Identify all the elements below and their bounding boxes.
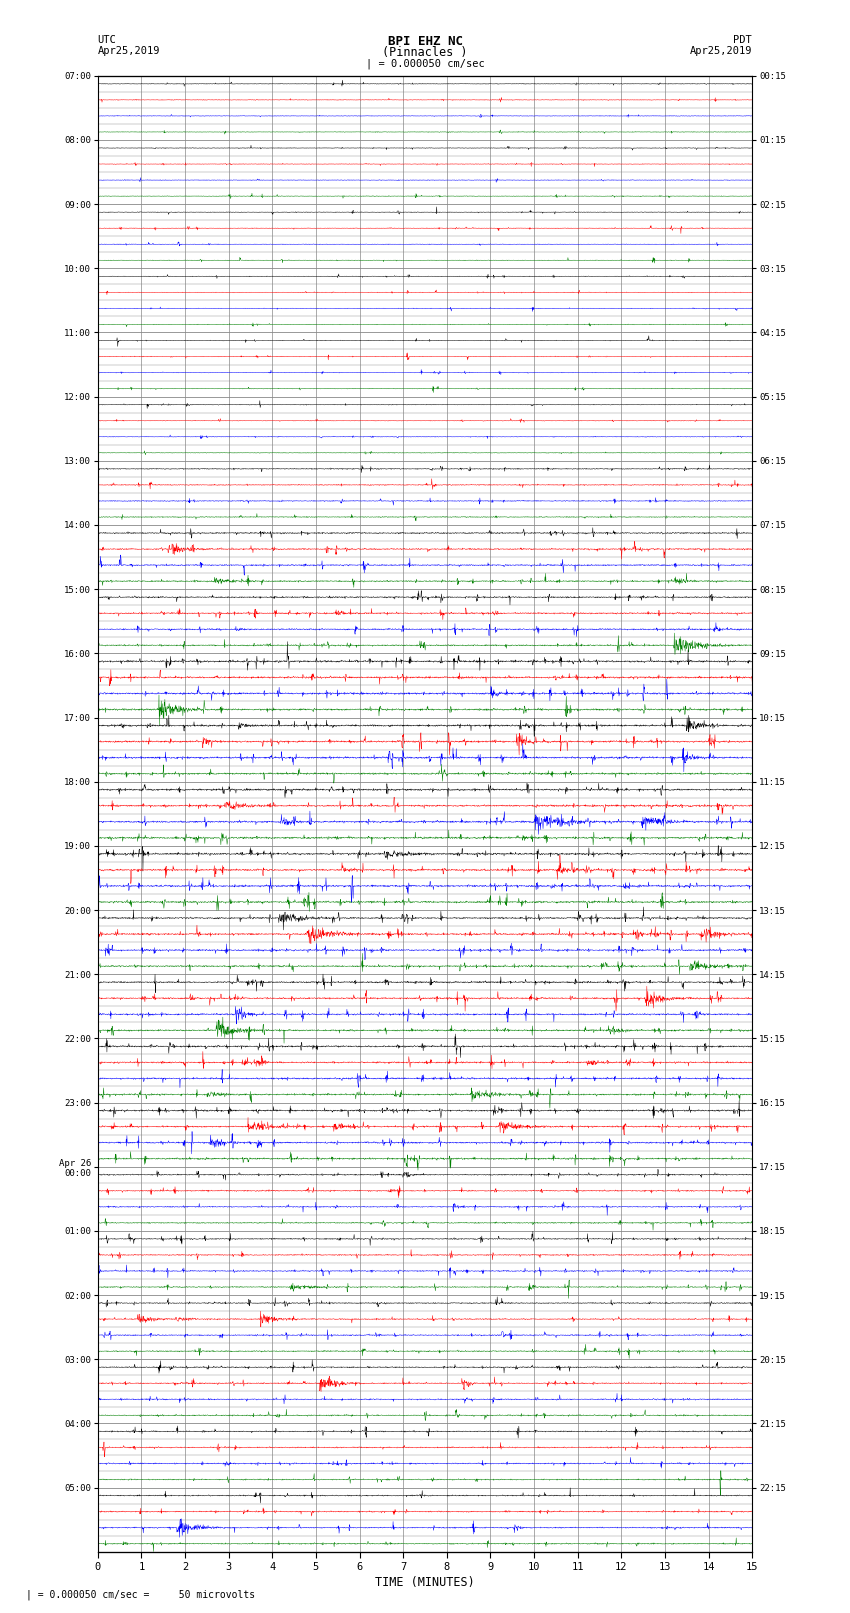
Text: Apr25,2019: Apr25,2019: [689, 45, 752, 56]
Text: PDT: PDT: [734, 35, 752, 45]
Text: Apr25,2019: Apr25,2019: [98, 45, 161, 56]
X-axis label: TIME (MINUTES): TIME (MINUTES): [375, 1576, 475, 1589]
Text: | = 0.000050 cm/sec =     50 microvolts: | = 0.000050 cm/sec = 50 microvolts: [26, 1589, 255, 1600]
Text: | = 0.000050 cm/sec: | = 0.000050 cm/sec: [366, 58, 484, 69]
Text: (Pinnacles ): (Pinnacles ): [382, 45, 468, 60]
Text: UTC: UTC: [98, 35, 116, 45]
Text: BPI EHZ NC: BPI EHZ NC: [388, 35, 462, 48]
